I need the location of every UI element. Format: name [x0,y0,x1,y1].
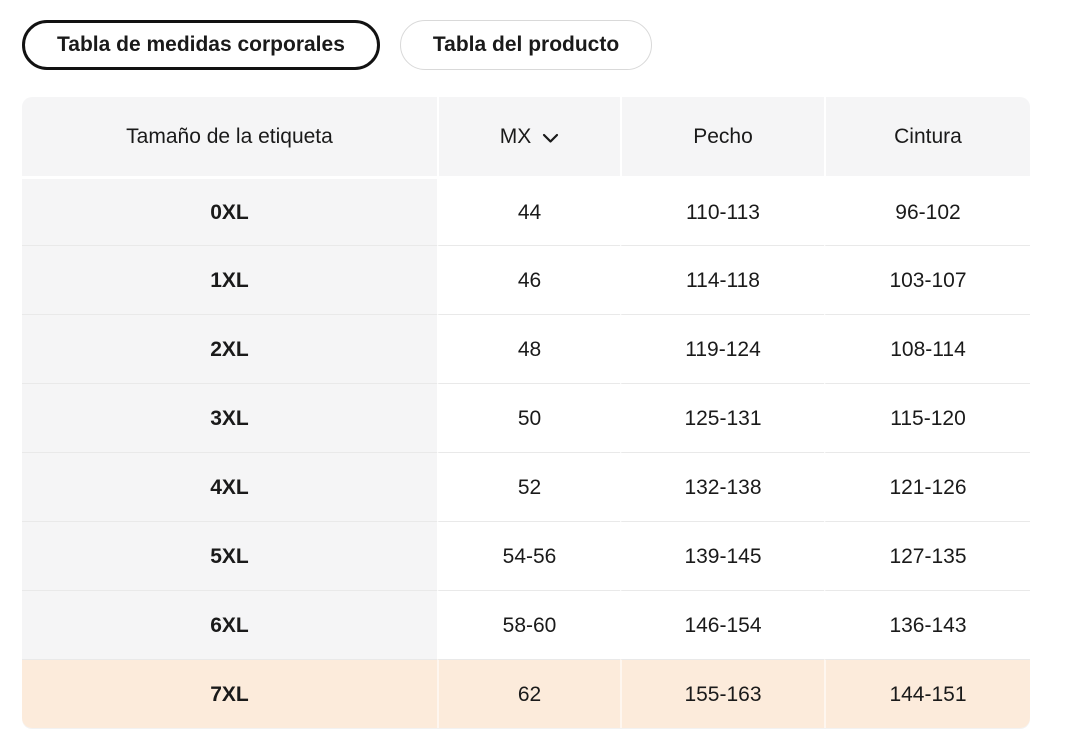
pecho-cell: 119-124 [620,314,824,383]
table-row: 3XL 50 125-131 115-120 [22,383,1030,452]
table-row: 5XL 54-56 139-145 127-135 [22,521,1030,590]
size-cell: 2XL [22,314,437,383]
table-row: 4XL 52 132-138 121-126 [22,452,1030,521]
tab-bar: Tabla de medidas corporales Tabla del pr… [22,20,653,70]
header-row: Tamaño de la etiqueta MX Pecho Cintura [22,97,1030,176]
size-table: Tamaño de la etiqueta MX Pecho Cintura 0… [22,97,1030,728]
table-row: 1XL 46 114-118 103-107 [22,245,1030,314]
size-cell: 3XL [22,383,437,452]
tab-body-measurements[interactable]: Tabla de medidas corporales [22,20,380,70]
pecho-cell: 139-145 [620,521,824,590]
table-row-highlighted: 7XL 62 155-163 144-151 [22,659,1030,728]
pecho-cell: 155-163 [620,659,824,728]
column-header-size-label: Tamaño de la etiqueta [22,97,437,176]
pecho-cell: 146-154 [620,590,824,659]
mx-cell: 58-60 [437,590,620,659]
cintura-cell: 96-102 [824,176,1030,245]
table-row: 6XL 58-60 146-154 136-143 [22,590,1030,659]
pecho-cell: 125-131 [620,383,824,452]
cintura-cell: 108-114 [824,314,1030,383]
unit-selector-value: MX [499,125,532,148]
mx-cell: 48 [437,314,620,383]
table-body: 0XL 44 110-113 96-102 1XL 46 114-118 103… [22,176,1030,728]
unit-selector-dropdown[interactable]: MX [437,97,620,176]
pecho-cell: 114-118 [620,245,824,314]
pecho-cell: 132-138 [620,452,824,521]
chevron-down-icon [542,133,559,144]
size-cell: 1XL [22,245,437,314]
pecho-cell: 110-113 [620,176,824,245]
column-header-pecho: Pecho [620,97,824,176]
table-row: 0XL 44 110-113 96-102 [22,176,1030,245]
cintura-cell: 144-151 [824,659,1030,728]
size-cell: 5XL [22,521,437,590]
mx-cell: 46 [437,245,620,314]
size-cell: 0XL [22,176,437,245]
size-cell: 6XL [22,590,437,659]
size-cell: 7XL [22,659,437,728]
table-header: Tamaño de la etiqueta MX Pecho Cintura [22,97,1030,176]
column-header-cintura: Cintura [824,97,1030,176]
cintura-cell: 121-126 [824,452,1030,521]
cintura-cell: 115-120 [824,383,1030,452]
tab-product-measurements[interactable]: Tabla del producto [399,20,653,70]
mx-cell: 52 [437,452,620,521]
cintura-cell: 103-107 [824,245,1030,314]
mx-cell: 62 [437,659,620,728]
size-cell: 4XL [22,452,437,521]
cintura-cell: 127-135 [824,521,1030,590]
mx-cell: 54-56 [437,521,620,590]
table-row: 2XL 48 119-124 108-114 [22,314,1030,383]
cintura-cell: 136-143 [824,590,1030,659]
mx-cell: 50 [437,383,620,452]
mx-cell: 44 [437,176,620,245]
